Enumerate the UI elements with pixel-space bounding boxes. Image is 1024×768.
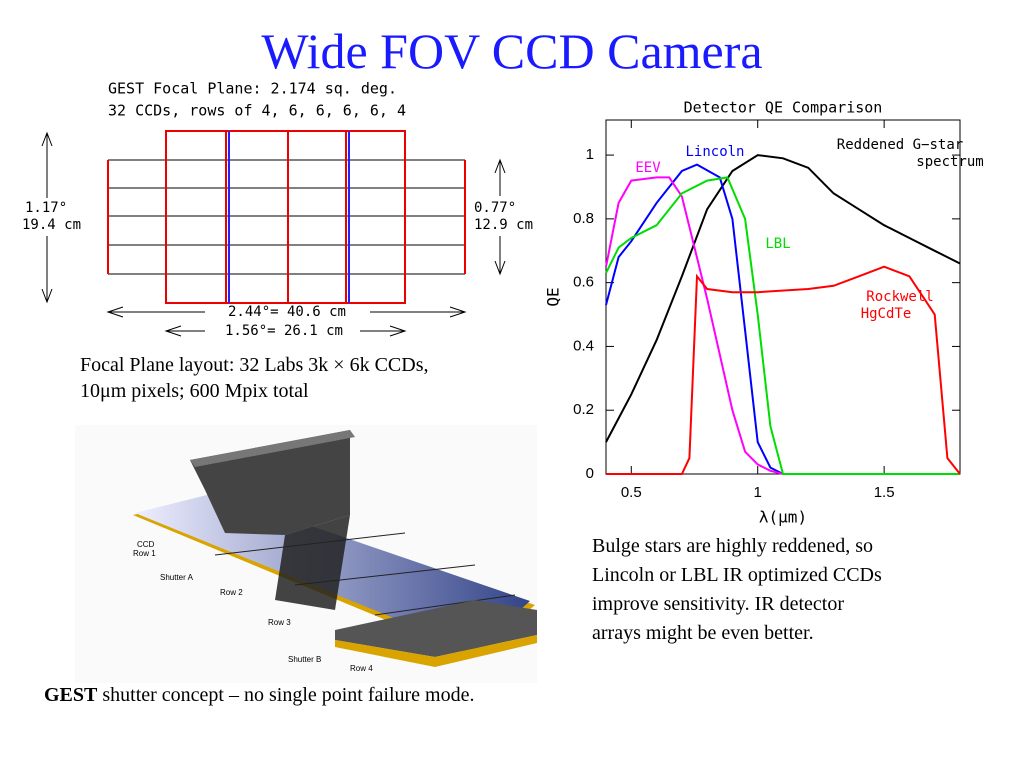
qe-curve (605, 176, 784, 475)
part-label: Row 2 (220, 588, 243, 597)
y-tick-label: 0 (586, 465, 594, 482)
curve-label: LBL (765, 236, 790, 252)
y-tick-label: 0.6 (573, 274, 594, 291)
qe-curve (605, 154, 961, 443)
caption-line: improve sensitivity. IR detector (592, 593, 844, 615)
part-label: Row 3 (268, 618, 291, 627)
qe-curve (605, 176, 960, 475)
curve-label: EEV (635, 160, 661, 176)
dimension-label: 12.9 cm (474, 217, 533, 233)
shutter-caption: GEST shutter concept – no single point f… (44, 684, 475, 707)
diagram-heading: 32 CCDs, rows of 4, 6, 6, 6, 6, 4 (108, 102, 406, 120)
curve-label: spectrum (916, 154, 983, 170)
shutter-illustration: CCD Row 1 Shutter A Row 2 Row 3 Shutter … (75, 425, 537, 683)
part-label: Row 4 (350, 664, 373, 673)
focal-caption: Focal Plane layout: 32 Labs 3k × 6k CCDs… (80, 352, 428, 404)
qe-chart: Detector QE Comparison λ(μm) QE 0.5 1 1.5 0 0.2… (544, 99, 984, 527)
x-tick-label: 0.5 (621, 484, 642, 501)
caption-line: Bulge stars are highly reddened, so (592, 535, 874, 557)
dimension-label: 19.4 cm (22, 217, 81, 233)
y-tick-label: 0.2 (573, 401, 594, 418)
part-label: CCD (137, 540, 155, 549)
caption-line: arrays might be even better. (592, 622, 814, 644)
caption-bold: GEST (44, 684, 98, 706)
curve-label: HgCdTe (861, 306, 912, 322)
y-axis-label: QE (544, 287, 563, 306)
y-tick-label: 0.4 (573, 337, 594, 354)
part-label: Shutter A (160, 573, 194, 582)
qe-curve (606, 265, 961, 475)
curve-label: Lincoln (685, 144, 744, 160)
caption-text: shutter concept – no single point failur… (97, 684, 475, 706)
y-tick-label: 0.8 (573, 210, 594, 227)
slide-title: Wide FOV CCD Camera (261, 23, 763, 79)
x-tick-label: 1.5 (874, 484, 895, 501)
dimension-label: 2.44°= 40.6 cm (228, 304, 346, 320)
focal-plane-diagram: GEST Focal Plane: 2.174 sq. deg. 32 CCDs… (22, 80, 533, 340)
caption-line: 10μm pixels; 600 Mpix total (80, 380, 309, 402)
part-label: Row 1 (133, 549, 156, 558)
dimension-label: 1.17° (25, 200, 67, 216)
x-tick-label: 1 (754, 484, 762, 501)
curve-label: Rockwell (866, 289, 933, 305)
dimension-label: 0.77° (474, 200, 516, 216)
chart-title: Detector QE Comparison (684, 99, 883, 117)
part-label: Shutter B (288, 655, 321, 664)
caption-line: Lincoln or LBL IR optimized CCDs (592, 564, 882, 586)
diagram-heading: GEST Focal Plane: 2.174 sq. deg. (108, 80, 397, 98)
chart-caption: Bulge stars are highly reddened, so Linco… (592, 532, 882, 648)
dimension-label: 1.56°= 26.1 cm (225, 323, 343, 339)
curve-label: Reddened G−star (837, 137, 963, 153)
x-axis-label: λ(μm) (759, 508, 807, 527)
qe-curve (605, 163, 960, 475)
y-tick-label: 1 (586, 146, 594, 163)
caption-line: Focal Plane layout: 32 Labs 3k × 6k CCDs… (80, 354, 429, 376)
